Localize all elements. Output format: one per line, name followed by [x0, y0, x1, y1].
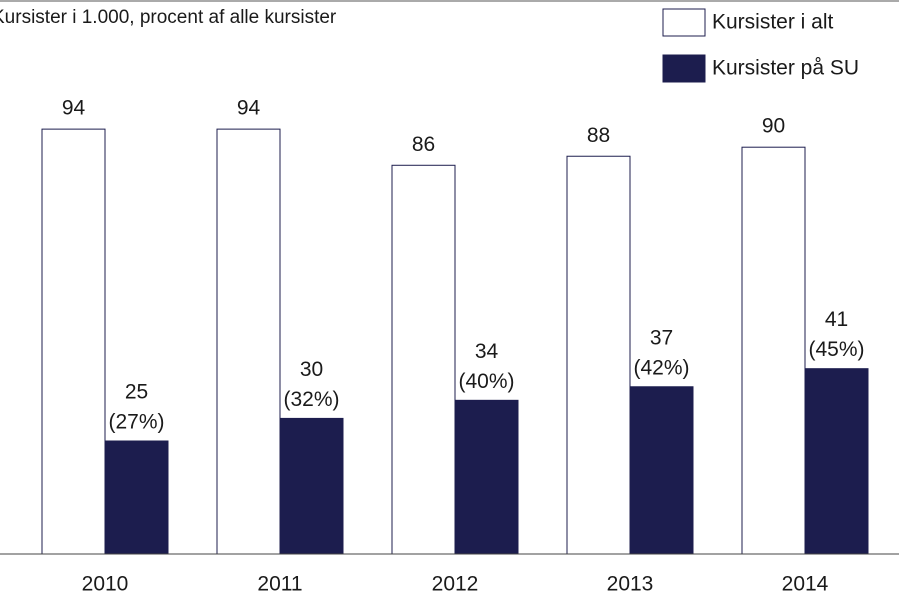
data-label: 25 — [125, 381, 148, 404]
bar — [454, 399, 519, 555]
x-tick-label: 2011 — [257, 573, 302, 596]
data-label: 90 — [762, 115, 785, 138]
bar — [391, 164, 456, 555]
legend-label: Kursister på SU — [712, 57, 859, 80]
chart-title: Kursister i 1.000, procent af alle kursi… — [0, 7, 337, 28]
data-label: (45%) — [808, 338, 864, 361]
data-label: 41 — [825, 308, 848, 331]
data-label: 34 — [475, 340, 499, 363]
bar — [279, 417, 344, 555]
bar — [566, 155, 631, 555]
bar — [804, 368, 869, 555]
data-label: 94 — [237, 97, 261, 120]
data-label: (27%) — [108, 411, 164, 434]
data-label: 37 — [650, 326, 673, 349]
data-label: (42%) — [633, 356, 689, 379]
data-label: (40%) — [458, 370, 514, 393]
data-label: 88 — [587, 124, 610, 147]
legend-swatch — [662, 8, 706, 37]
data-label: (32%) — [283, 388, 339, 411]
legend-swatch — [662, 54, 706, 83]
bar — [104, 440, 169, 555]
x-tick-label: 2014 — [782, 573, 829, 596]
x-tick-label: 2012 — [432, 573, 479, 596]
bar — [629, 386, 694, 555]
data-label: 86 — [412, 133, 435, 156]
x-tick-label: 2010 — [82, 573, 129, 596]
x-tick-label: 2013 — [607, 573, 654, 596]
legend-label: Kursister i alt — [712, 11, 834, 34]
bar — [216, 128, 281, 555]
bar — [41, 128, 106, 555]
data-label: 30 — [300, 358, 323, 381]
data-label: 94 — [62, 97, 86, 120]
bar — [741, 146, 806, 555]
